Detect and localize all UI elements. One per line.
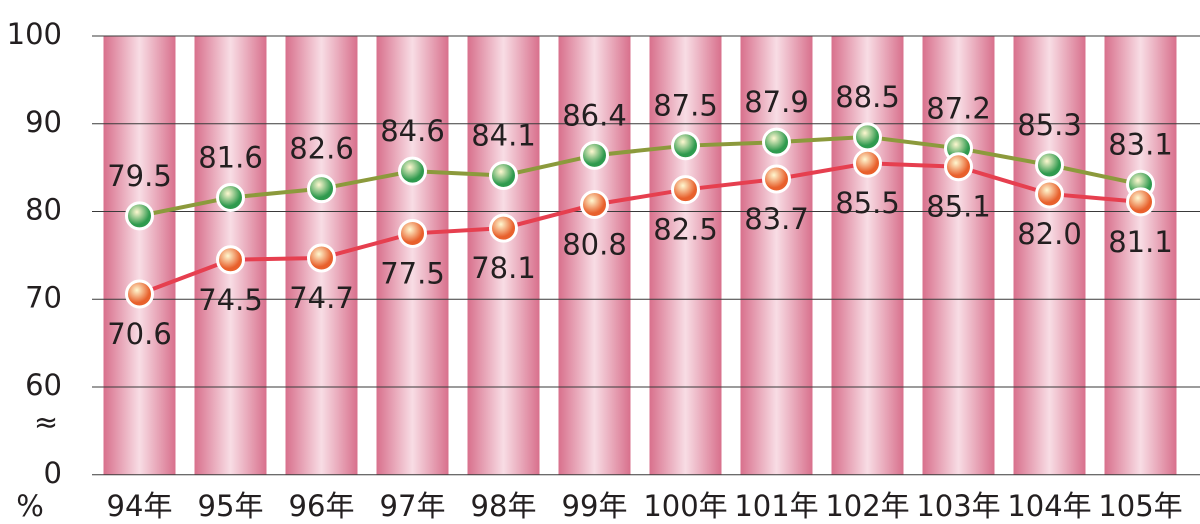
marker	[216, 245, 245, 275]
data-label: 70.6	[107, 317, 172, 351]
y-tick-label: 80	[25, 193, 62, 227]
marker	[489, 213, 518, 243]
marker	[1126, 187, 1155, 217]
column-band	[467, 36, 540, 475]
data-label: 78.1	[471, 251, 536, 285]
column-band	[922, 36, 995, 475]
marker	[1035, 179, 1064, 209]
x-tick-label: 94年	[107, 489, 173, 523]
marker	[853, 122, 882, 152]
x-tick-label: 98年	[471, 489, 537, 523]
x-tick-label: 96年	[289, 489, 355, 523]
data-label: 80.8	[562, 227, 627, 261]
data-label: 87.2	[926, 91, 991, 125]
y-tick-label: 60	[25, 368, 62, 402]
y-tick-label: 0	[44, 456, 62, 490]
x-tick-label: 104年	[1007, 489, 1091, 523]
data-label: 82.0	[1017, 217, 1082, 251]
marker	[944, 152, 973, 182]
marker	[216, 182, 245, 212]
marker	[853, 148, 882, 178]
column-band	[740, 36, 813, 475]
data-label: 86.4	[562, 98, 627, 132]
marker	[671, 131, 700, 161]
axis-break: ≈	[34, 405, 58, 439]
x-tick-label: 101年	[734, 489, 818, 523]
data-label: 74.5	[198, 283, 263, 317]
data-label: 79.5	[107, 159, 172, 193]
data-label: 74.7	[289, 281, 354, 315]
marker	[307, 174, 336, 204]
x-tick-label: 105年	[1098, 489, 1182, 523]
y-tick-label: 70	[25, 280, 62, 314]
data-label: 82.5	[653, 213, 718, 247]
series-line	[138, 161, 1141, 296]
data-label: 83.7	[744, 202, 809, 236]
column-band	[103, 36, 176, 475]
data-label: 88.5	[835, 80, 900, 114]
marker	[1035, 150, 1064, 180]
data-label: 83.1	[1108, 127, 1173, 161]
column-band	[1104, 36, 1177, 475]
marker	[398, 218, 427, 248]
data-label: 81.1	[1108, 225, 1173, 259]
marker	[762, 127, 791, 157]
x-tick-label: 100年	[643, 489, 727, 523]
data-label: 87.5	[653, 89, 718, 123]
y-tick-label: 100	[7, 17, 62, 51]
marker	[307, 243, 336, 273]
data-label: 84.1	[471, 119, 536, 153]
data-label: 81.6	[198, 140, 263, 174]
data-label: 82.6	[289, 132, 354, 166]
column-band	[831, 36, 904, 475]
column-band	[649, 36, 722, 475]
x-tick-label: 102年	[825, 489, 909, 523]
data-label: 77.5	[380, 256, 445, 290]
x-tick-label: 103年	[916, 489, 1000, 523]
marker	[489, 161, 518, 191]
data-label: 87.9	[744, 85, 809, 119]
marker	[398, 156, 427, 186]
x-tick-label: 99年	[562, 489, 628, 523]
marker	[580, 189, 609, 219]
y-unit: %	[16, 489, 44, 523]
data-label: 85.3	[1017, 108, 1082, 142]
marker	[125, 201, 154, 231]
data-label: 84.6	[380, 114, 445, 148]
y-tick-label: 90	[25, 105, 62, 139]
column-band	[1013, 36, 1086, 475]
data-label: 85.1	[926, 190, 991, 224]
x-tick-label: 95年	[198, 489, 264, 523]
marker	[580, 140, 609, 170]
column-band	[376, 36, 449, 475]
marker	[671, 175, 700, 205]
marker	[762, 164, 791, 194]
column-band	[558, 36, 631, 475]
series-line	[139, 134, 1141, 218]
x-tick-label: 97年	[380, 489, 446, 523]
marker	[125, 279, 154, 309]
data-label: 85.5	[835, 186, 900, 220]
